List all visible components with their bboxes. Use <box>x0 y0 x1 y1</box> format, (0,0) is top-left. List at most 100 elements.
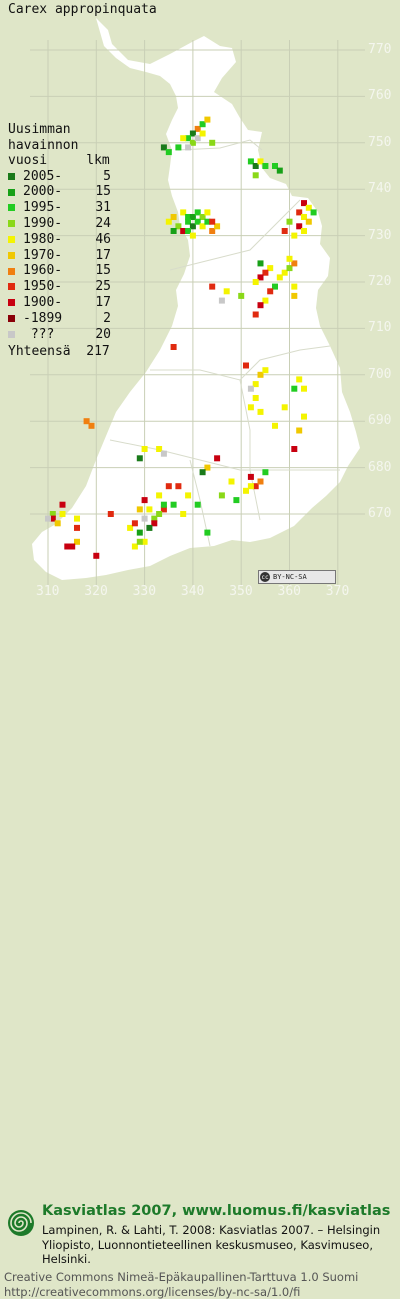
observation-point <box>296 428 302 434</box>
observation-point <box>248 474 254 480</box>
legend-row: 1900-17 <box>8 295 111 311</box>
legend-row-count: 24 <box>81 216 111 232</box>
legend-row-label: 1995- <box>23 200 81 216</box>
legend-swatch <box>8 189 15 196</box>
license-line-2[interactable]: http://creativecommons.org/licenses/by-n… <box>4 1285 358 1299</box>
observation-point <box>60 502 66 508</box>
observation-point <box>287 219 293 225</box>
legend-swatch <box>8 204 15 211</box>
legend-row-label: 1900- <box>23 295 81 311</box>
observation-point <box>180 511 186 517</box>
observation-point <box>45 516 51 522</box>
legend-row-label: 1980- <box>23 232 81 248</box>
observation-point <box>229 479 235 485</box>
observation-point <box>180 135 186 141</box>
observation-point <box>253 279 259 285</box>
legend-row-label: 2005- <box>23 169 81 185</box>
observation-point <box>171 344 177 350</box>
license-line-1: Creative Commons Nimeä-Epäkaupallinen-Ta… <box>4 1270 358 1285</box>
legend-row-count: 17 <box>81 295 111 311</box>
observation-point <box>258 302 264 308</box>
observation-point <box>142 497 148 503</box>
observation-point <box>55 520 61 526</box>
kasviatlas-spiral-logo-icon <box>6 1208 36 1238</box>
observation-point <box>238 293 244 299</box>
observation-point <box>185 492 191 498</box>
legend-row: 1970-17 <box>8 247 111 263</box>
legend-row-label: ??? <box>23 327 81 343</box>
observation-point <box>175 144 181 150</box>
observation-point <box>277 168 283 174</box>
y-tick-label: 770 <box>368 42 391 57</box>
legend-row-label: 2000- <box>23 184 81 200</box>
observation-point <box>277 274 283 280</box>
observation-point <box>200 131 206 137</box>
legend-swatch <box>8 173 15 180</box>
footer-title[interactable]: Kasviatlas 2007, www.luomus.fi/kasviatla… <box>42 1203 390 1219</box>
legend-row-label: -1899 <box>23 311 81 327</box>
observation-point <box>142 446 148 452</box>
observation-point <box>60 511 66 517</box>
x-tick-label: 350 <box>229 584 252 599</box>
observation-point <box>262 163 268 169</box>
observation-point <box>132 520 138 526</box>
y-tick-label: 700 <box>368 367 391 382</box>
x-tick-label: 330 <box>133 584 156 599</box>
legend-row-count: 5 <box>81 169 111 185</box>
observation-point <box>282 404 288 410</box>
observation-point <box>89 423 95 429</box>
observation-point <box>175 483 181 489</box>
observation-point <box>287 256 293 262</box>
legend-swatch <box>8 283 15 290</box>
observation-point <box>291 284 297 290</box>
observation-point <box>108 511 114 517</box>
legend-row: 1980-46 <box>8 232 111 248</box>
legend-row-label: 1950- <box>23 279 81 295</box>
observation-point <box>301 228 307 234</box>
legend-swatch <box>8 315 15 322</box>
observation-point <box>214 455 220 461</box>
legend-row-count: 25 <box>81 279 111 295</box>
observation-point <box>209 140 215 146</box>
observation-point <box>243 363 249 369</box>
legend-row: ???20 <box>8 326 111 342</box>
observation-point <box>200 469 206 475</box>
observation-point <box>74 525 80 531</box>
observation-point <box>166 149 172 155</box>
x-tick-label: 360 <box>278 584 301 599</box>
legend-heading-line-2: havainnon <box>8 138 111 154</box>
observation-point <box>161 502 167 508</box>
observation-point <box>146 525 152 531</box>
cc-badge-text: BY-NC-SA <box>273 573 307 581</box>
legend-row: 1950-25 <box>8 279 111 295</box>
observation-point <box>282 228 288 234</box>
legend-heading-line-1: Uusimman <box>8 122 111 138</box>
observation-point <box>156 492 162 498</box>
legend-row: 1995-31 <box>8 200 111 216</box>
legend-swatch <box>8 236 15 243</box>
observation-point <box>248 404 254 410</box>
legend-row-count: 15 <box>81 184 111 200</box>
observation-point <box>146 506 152 512</box>
legend-total-label: Yhteensä <box>8 344 71 359</box>
observation-point <box>69 544 75 550</box>
observation-point <box>171 228 177 234</box>
y-tick-label: 710 <box>368 320 391 335</box>
observation-point <box>137 455 143 461</box>
observation-point <box>301 386 307 392</box>
observation-point <box>204 530 210 536</box>
cc-license-badge[interactable]: cc BY-NC-SA <box>258 570 336 584</box>
y-tick-label: 750 <box>368 135 391 150</box>
observation-point <box>258 409 264 415</box>
y-tick-label: 760 <box>368 88 391 103</box>
legend-row: 1960-15 <box>8 263 111 279</box>
x-tick-label: 310 <box>36 584 59 599</box>
observation-point <box>137 506 143 512</box>
observation-point <box>311 209 317 215</box>
observation-point <box>272 423 278 429</box>
observation-point <box>291 386 297 392</box>
observation-point <box>306 219 312 225</box>
observation-point <box>171 502 177 508</box>
